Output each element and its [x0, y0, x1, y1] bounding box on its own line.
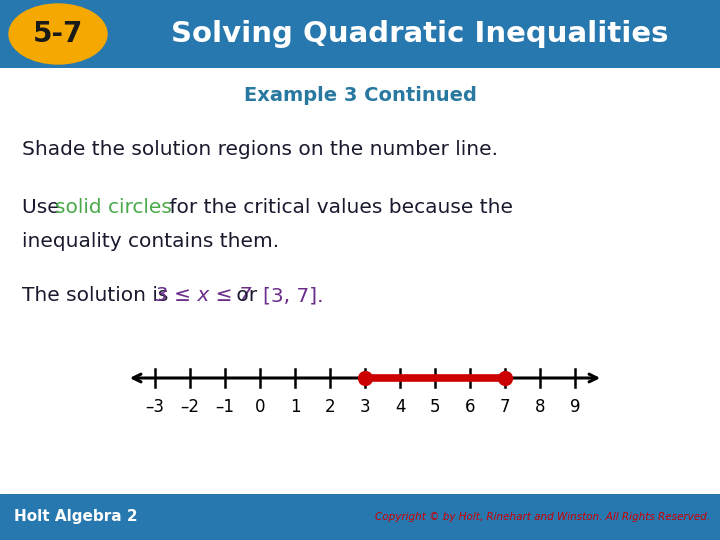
- Text: 4: 4: [395, 398, 405, 416]
- Text: or: or: [230, 286, 263, 305]
- Text: 6: 6: [464, 398, 475, 416]
- Text: Solving Quadratic Inequalities: Solving Quadratic Inequalities: [171, 20, 669, 48]
- Text: 2: 2: [325, 398, 336, 416]
- Text: inequality contains them.: inequality contains them.: [22, 232, 279, 251]
- Ellipse shape: [9, 4, 107, 64]
- Text: Copyright © by Holt, Rinehart and Winston. All Rights Reserved.: Copyright © by Holt, Rinehart and Winsto…: [375, 512, 710, 522]
- Text: solid circles: solid circles: [55, 198, 172, 217]
- Text: for the critical values because the: for the critical values because the: [163, 198, 513, 217]
- Text: Shade the solution regions on the number line.: Shade the solution regions on the number…: [22, 140, 498, 159]
- Text: 5: 5: [430, 398, 440, 416]
- Text: The solution is: The solution is: [22, 286, 175, 305]
- Text: Holt Algebra 2: Holt Algebra 2: [14, 510, 138, 524]
- Text: –3: –3: [145, 398, 164, 416]
- Text: 1: 1: [289, 398, 300, 416]
- Text: 0: 0: [255, 398, 265, 416]
- Text: 5-7: 5-7: [33, 20, 84, 48]
- Text: 3 ≤ x ≤ 7: 3 ≤ x ≤ 7: [155, 286, 251, 305]
- Text: 3: 3: [360, 398, 370, 416]
- Text: Use: Use: [22, 198, 66, 217]
- Text: –1: –1: [215, 398, 235, 416]
- Text: Example 3 Continued: Example 3 Continued: [243, 86, 477, 105]
- Text: –2: –2: [181, 398, 199, 416]
- Text: 9: 9: [570, 398, 580, 416]
- Text: 7: 7: [500, 398, 510, 416]
- Text: 8: 8: [535, 398, 545, 416]
- Text: [3, 7].: [3, 7].: [263, 286, 323, 305]
